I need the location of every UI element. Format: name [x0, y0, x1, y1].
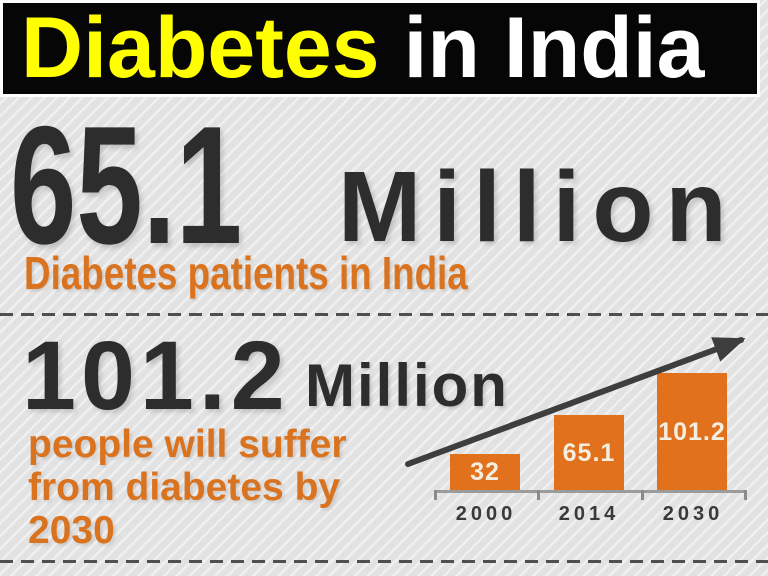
bar-2014: 65.1 — [554, 415, 624, 491]
axis-tick — [537, 490, 540, 500]
bar-2000: 32 — [450, 454, 520, 491]
title-banner: Diabetes in India — [0, 0, 760, 97]
bar-chart: 32 65.1 101.2 — [434, 340, 746, 491]
stat-top-caption: Diabetes patients in India — [24, 247, 468, 299]
axis-tick — [641, 490, 644, 500]
x-axis-label-2000: 2000 — [455, 503, 517, 525]
x-axis-label-2030: 2030 — [662, 503, 724, 525]
bar-value-label: 65.1 — [562, 438, 616, 467]
stat-bottom-caption: people will suffer from diabetes by 2030 — [28, 423, 347, 552]
dashed-divider-top — [0, 313, 768, 316]
title-highlight: Diabetes — [21, 0, 380, 96]
stat-top-unit: Million — [338, 151, 739, 263]
x-axis-line — [434, 490, 747, 493]
bar-value-label: 32 — [470, 458, 500, 486]
dashed-divider-bottom — [0, 560, 768, 563]
axis-tick — [434, 490, 437, 500]
stat-top-value: 65.1 — [10, 91, 243, 279]
stat-bottom-value: 101.2 — [22, 321, 290, 430]
axis-tick — [744, 490, 747, 500]
bar-value-label: 101.2 — [658, 417, 726, 446]
title-rest: in India — [403, 0, 705, 96]
x-axis-label-2014: 2014 — [558, 503, 620, 525]
bar-2030: 101.2 — [657, 373, 727, 491]
